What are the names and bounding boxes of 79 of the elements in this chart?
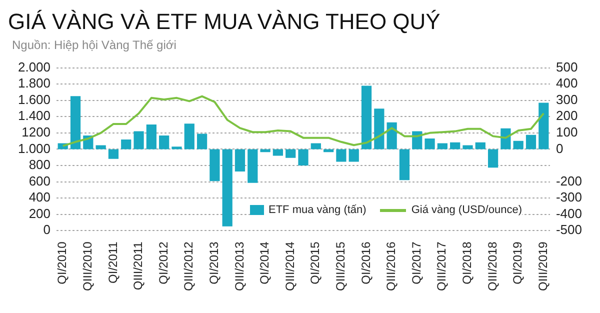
bar [260, 149, 270, 152]
bar [336, 149, 346, 162]
bar [399, 149, 410, 180]
x-tick-label: QI/2012 [156, 241, 170, 284]
y2-tick-label: -400 [556, 206, 582, 221]
chart-title: GIÁ VÀNG VÀ ETF MUA VÀNG THEO QUÝ [8, 8, 442, 36]
bar [121, 139, 132, 150]
x-tick-label: QI/2010 [55, 241, 70, 284]
x-tick-label: QIII/2019 [536, 241, 550, 292]
x-tick-label: QIII/2017 [434, 241, 449, 292]
x-tick-label: QI/2014 [258, 241, 272, 284]
bar [159, 136, 170, 150]
y-tick-label: 800 [28, 157, 51, 172]
y-tick-label: 600 [28, 173, 51, 188]
bar [234, 149, 246, 172]
bar [348, 149, 359, 162]
bar [450, 142, 460, 150]
bar [500, 128, 511, 150]
y-tick-label: 0 [43, 222, 51, 238]
bar [298, 149, 308, 166]
bar [526, 134, 536, 150]
y-tick-label: 1.000 [18, 140, 51, 156]
x-tick-label: QIII/2010 [80, 241, 94, 292]
chart-subtitle: Nguồn: Hiệp hội Vàng Thế giới [12, 37, 178, 54]
x-tick-label: QI/2015 [308, 241, 322, 284]
y-tick-label: 1.400 [18, 108, 51, 124]
bar [210, 149, 220, 182]
y-tick-label: 1200 [22, 124, 51, 140]
x-tick-label: QIII/2012 [182, 241, 196, 292]
bar [437, 143, 448, 150]
bar [146, 124, 156, 150]
y2-tick-label: -200 [556, 173, 582, 188]
bar [310, 143, 321, 150]
bar [488, 149, 498, 168]
x-tick-label: QI/2011 [106, 241, 120, 284]
y-tick-label: 1.600 [18, 92, 51, 107]
bar [475, 142, 486, 150]
y-tick-label: 200 [28, 206, 51, 221]
x-tick-label: QIII/2014 [282, 241, 297, 292]
y2-tick-label: 100 [556, 124, 578, 140]
bar [134, 131, 144, 150]
x-tick-label: QI/2019 [510, 241, 525, 284]
x-tick-label: QI/2017 [409, 241, 424, 284]
x-tick-label: QI/2016 [358, 241, 373, 284]
x-tick-label: QIII/2013 [232, 241, 246, 292]
bar [196, 134, 208, 150]
bar [286, 149, 296, 158]
y2-tick-label: 300 [556, 92, 578, 107]
legend-label: ETF mua vàng (tấn) [268, 204, 366, 216]
bar [184, 124, 194, 150]
bar [513, 140, 524, 150]
x-tick-label: QIII/2015 [334, 241, 348, 292]
y2-tick-label: -300 [556, 190, 582, 205]
y-tick-label: 400 [28, 190, 51, 205]
legend-label: Giá vàng (USD/ounce) [411, 204, 522, 216]
bar [272, 149, 284, 156]
bar [374, 108, 384, 150]
y-tick-label: 2.000 [18, 59, 51, 74]
y2-tick-label: 200 [556, 108, 578, 124]
x-tick-label: QI/2018 [460, 241, 474, 284]
x-tick-label: QI/2013 [207, 241, 221, 284]
bar [70, 96, 81, 150]
x-tick-label: QIII/2018 [485, 241, 500, 292]
y2-tick-label: 400 [556, 76, 578, 91]
x-tick-label: QIII/2011 [131, 241, 146, 290]
bar [222, 149, 232, 226]
bar [172, 146, 182, 150]
x-tick-label: QIII/2016 [384, 241, 398, 292]
bar [538, 102, 549, 150]
y2-tick-label: 0 [556, 140, 564, 156]
bar [361, 86, 372, 150]
bar [324, 149, 334, 152]
bar [248, 149, 258, 183]
y2-tick-label: 500 [556, 59, 578, 74]
bar [424, 138, 435, 150]
y-tick-label: 1.800 [18, 76, 51, 91]
bar [462, 145, 473, 150]
y2-tick-label: -500 [556, 222, 582, 238]
bar [108, 149, 119, 159]
